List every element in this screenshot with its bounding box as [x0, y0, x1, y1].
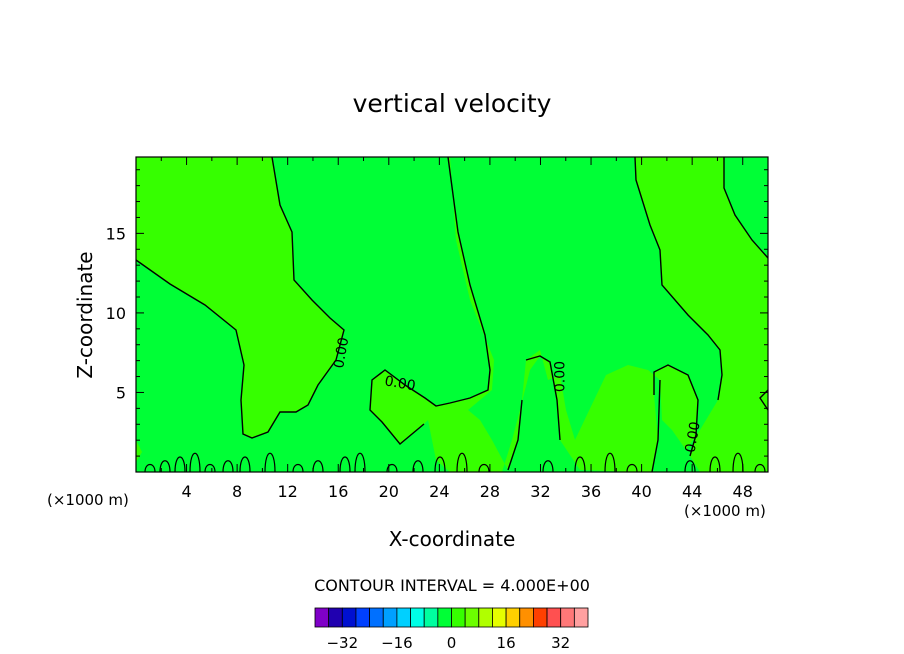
x-tick-label: 12 [278, 482, 298, 501]
zero-contour-line [369, 156, 491, 445]
colorbar-cell [314, 607, 330, 628]
small-contour [222, 460, 234, 473]
plot-area: 0.000.00 0.000.00 4 8 12 16 20 24 28 32 36 40 44 48 … [106, 156, 769, 501]
small-contour [292, 463, 304, 473]
zero-contour-line [651, 379, 661, 473]
y-tick-label: 5 [116, 383, 126, 402]
colorbar-cell [546, 607, 562, 628]
positive-region [370, 157, 768, 472]
colorbar-cell [478, 607, 493, 628]
y-tick-label: 15 [106, 224, 126, 243]
small-contour [478, 463, 490, 473]
small-contour [604, 452, 616, 473]
zero-contour-line [135, 156, 345, 439]
colorbar-cell [396, 607, 411, 628]
small-contour [626, 463, 638, 473]
y-tick-label: 10 [106, 304, 126, 323]
small-contour [684, 460, 696, 473]
x-unit-left: (×1000 m) [47, 491, 129, 509]
small-contour [174, 456, 186, 473]
positive-region [136, 157, 344, 438]
x-tick-label: 20 [379, 482, 399, 501]
colorbar-cell [328, 607, 343, 628]
colorbar-cell [492, 607, 507, 628]
small-contour [542, 460, 554, 473]
colorbar-cell [410, 607, 425, 628]
small-contour [159, 460, 171, 473]
colorbar-tick-label: 32 [551, 634, 570, 652]
x-tick-label: 40 [631, 482, 651, 501]
x-unit-right: (×1000 m) [684, 502, 766, 520]
small-contour [574, 456, 586, 473]
x-tick-label: 32 [530, 482, 550, 501]
contour-label: 0.00 [683, 420, 704, 453]
colorbar-cell [519, 607, 534, 628]
x-tick-label: 4 [181, 482, 191, 501]
small-contour [434, 456, 446, 473]
colorbar-cell [533, 607, 548, 628]
x-tick-label: 8 [232, 482, 242, 501]
small-contour [189, 452, 201, 473]
colorbar-cell [573, 607, 589, 628]
colorbar-cell [423, 607, 439, 628]
x-ticks: 4 8 12 16 20 24 28 32 36 40 44 48 [160, 157, 753, 501]
y-ticks: 5 10 15 [106, 169, 768, 457]
colorbar-cell [437, 607, 452, 628]
colorbar-cell [451, 607, 466, 628]
colorbar-tick-label: 0 [447, 634, 457, 652]
colorbar-cell [464, 607, 480, 628]
small-contour [709, 456, 721, 473]
small-contour [386, 463, 398, 473]
zero-contour-line [507, 399, 523, 471]
x-tick-label: 44 [682, 482, 702, 501]
zero-contour-labels: 0.00 0.00 0.00 0.00 [331, 336, 704, 454]
small-contour [412, 460, 424, 473]
small-contour [754, 463, 766, 473]
small-contour [239, 456, 251, 473]
colorbar-cell [355, 607, 371, 628]
plot-frame [135, 156, 769, 473]
small-contour [339, 456, 351, 473]
chart-title: vertical velocity [353, 89, 552, 118]
x-axis-label: X-coordinate [389, 527, 516, 551]
x-tick-label: 16 [328, 482, 348, 501]
zero-contour-line [653, 364, 699, 457]
x-tick-label: 28 [480, 482, 500, 501]
contour-interval-text: CONTOUR INTERVAL = 4.000E+00 [314, 576, 590, 595]
small-contour [354, 452, 366, 473]
colorbar-cell [341, 607, 357, 628]
colorbar-cell [382, 607, 398, 628]
x-tick-label: 36 [581, 482, 601, 501]
colorbar-cell [560, 607, 575, 628]
zero-contour-line [723, 157, 769, 259]
colorbar-cell [505, 607, 521, 628]
y-axis-label: Z-coordinate [73, 251, 97, 378]
contour-label: 0.00 [552, 361, 568, 392]
small-contour [456, 452, 468, 473]
colorbar-tick-label: −32 [326, 634, 358, 652]
small-contour [204, 463, 216, 473]
contour-label: 0.00 [331, 336, 352, 369]
zero-contour-line [634, 156, 723, 401]
colorbar-tick-label: 16 [497, 634, 516, 652]
colorbar-ticks: −32 −16 0 16 32 [326, 634, 570, 652]
small-contour [264, 452, 276, 473]
contour-label: 0.00 [383, 373, 416, 394]
colorbar [314, 607, 589, 628]
x-tick-label: 24 [429, 482, 449, 501]
small-contour [144, 463, 156, 473]
colorbar-cell [369, 607, 384, 628]
colorbar-tick-label: −16 [381, 634, 413, 652]
x-tick-label: 48 [733, 482, 753, 501]
zero-contour-line [525, 355, 561, 441]
